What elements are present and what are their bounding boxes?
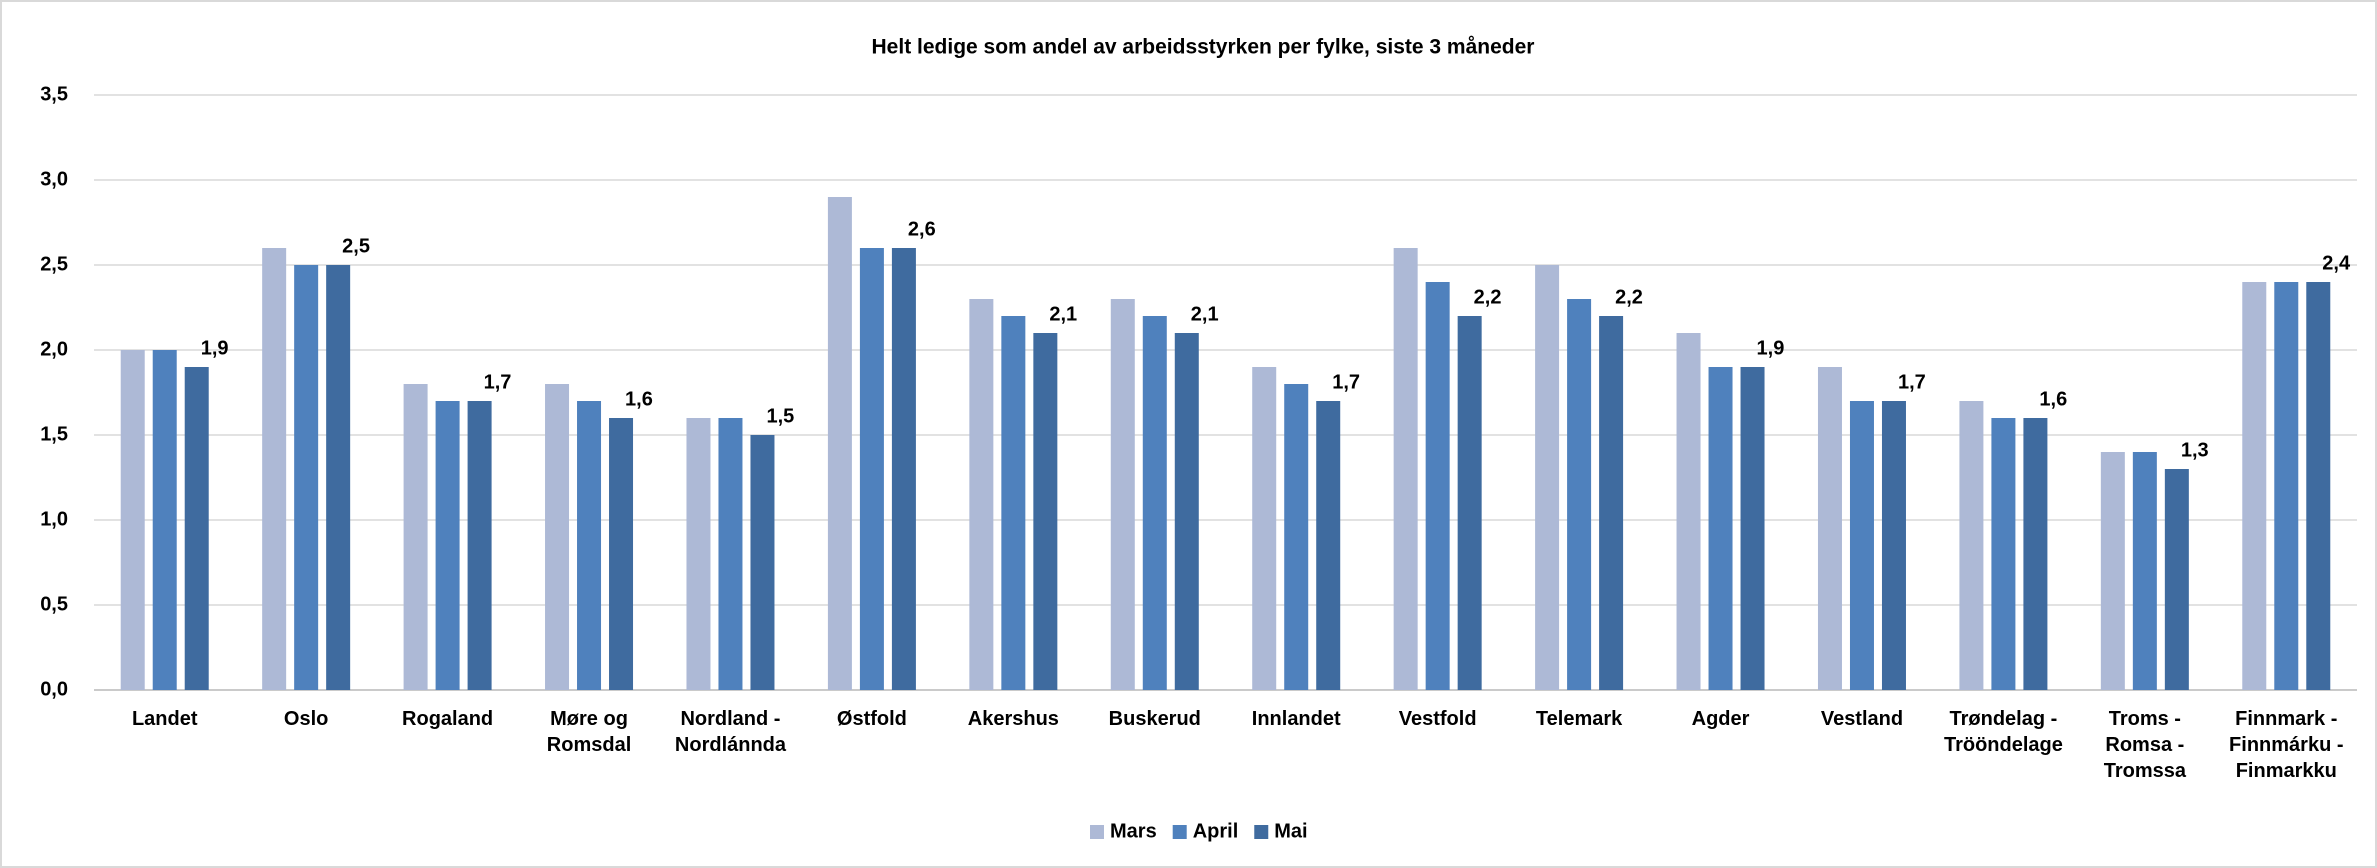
bar: [1001, 316, 1026, 690]
data-label: 1,7: [484, 371, 512, 393]
x-tick-label: Innlandet: [1251, 708, 1341, 730]
bar: [152, 350, 177, 690]
bar: [2306, 282, 2331, 690]
x-tick-label: Østfold: [836, 708, 907, 730]
bar: [2132, 452, 2157, 690]
data-label: 1,6: [625, 388, 653, 410]
legend-swatch: [1254, 825, 1269, 839]
data-label: 1,5: [766, 405, 794, 427]
bar: [577, 401, 602, 690]
x-tick-label: Vestland: [1820, 708, 1904, 730]
bar: [435, 401, 460, 690]
data-label: 2,2: [1474, 286, 1502, 308]
data-label: 1,9: [1757, 337, 1785, 359]
legend-swatch: [1172, 825, 1187, 839]
bar: [403, 384, 428, 690]
data-label: 2,6: [908, 218, 936, 240]
bar: [1567, 299, 1592, 690]
data-label: 2,5: [342, 235, 370, 257]
data-label: 2,2: [1615, 286, 1643, 308]
y-tick-label: 2,5: [40, 253, 68, 275]
bar: [1284, 384, 1309, 690]
y-tick-label: 1,5: [40, 423, 68, 445]
bar: [718, 418, 743, 690]
bar: [609, 418, 634, 690]
x-tick-label: Vestfold: [1398, 708, 1477, 730]
x-tick-label: Trøndelag - Trööndelage: [1943, 708, 2063, 756]
y-tick-label: 3,0: [40, 168, 68, 190]
bar: [1110, 299, 1135, 690]
bar: [2164, 469, 2189, 690]
y-tick-label: 0,0: [40, 678, 68, 700]
data-label: 2,4: [2322, 252, 2351, 274]
bar: [120, 350, 145, 690]
x-tick-label: Møre og Romsdal: [546, 708, 632, 756]
bar: [2274, 282, 2299, 690]
bar: [1740, 367, 1765, 690]
bar: [1316, 401, 1341, 690]
bar: [1959, 401, 1984, 690]
y-tick-label: 3,5: [40, 83, 68, 105]
bar: [326, 265, 351, 690]
data-label: 1,9: [201, 337, 229, 359]
legend-label: April: [1193, 820, 1239, 842]
bar: [1708, 367, 1733, 690]
x-tick-label: Oslo: [283, 708, 329, 730]
bar: [750, 435, 775, 690]
bar: [1142, 316, 1167, 690]
legend-label: Mai: [1274, 820, 1307, 842]
bar: [262, 248, 287, 690]
bar: [1393, 248, 1418, 690]
x-tick-label: Landet: [131, 708, 198, 730]
legend-swatch: [1090, 825, 1104, 839]
x-tick-label: Nordland - Nordlánnda: [674, 708, 787, 756]
x-tick-label: Buskerud: [1108, 708, 1201, 730]
y-tick-label: 0,5: [40, 593, 68, 615]
bar: [1599, 316, 1624, 690]
bar: [1991, 418, 2016, 690]
bar: [2242, 282, 2267, 690]
data-label: 2,1: [1049, 303, 1077, 325]
bar: [969, 299, 994, 690]
x-tick-label: Rogaland: [402, 708, 494, 730]
data-label: 1,7: [1332, 371, 1360, 393]
bar: [1881, 401, 1906, 690]
bar: [2023, 418, 2048, 690]
data-label: 1,3: [2181, 439, 2209, 461]
bar: [1676, 333, 1701, 690]
bar: [1535, 265, 1560, 690]
bar: [827, 197, 852, 690]
bar: [859, 248, 884, 690]
y-tick-label: 2,0: [40, 338, 68, 360]
y-tick-label: 1,0: [40, 508, 68, 530]
bar: [467, 401, 492, 690]
x-tick-label: Finnmark - Finnmárku - Finmarkku: [2229, 708, 2344, 782]
data-label: 1,6: [2039, 388, 2067, 410]
legend-label: Mars: [1110, 820, 1157, 842]
x-tick-label: Akershus: [967, 708, 1059, 730]
bar: [294, 265, 319, 690]
bar: [1425, 282, 1450, 690]
bar: [1033, 333, 1058, 690]
bar: [184, 367, 209, 690]
x-tick-label: Telemark: [1535, 708, 1623, 730]
x-tick-label: Agder: [1691, 708, 1750, 730]
bar: [1252, 367, 1277, 690]
bar: [1817, 367, 1842, 690]
chart-title: Helt ledige som andel av arbeidsstyrken …: [872, 36, 1535, 59]
bar: [1457, 316, 1482, 690]
bar: [1174, 333, 1199, 690]
data-label: 2,1: [1191, 303, 1219, 325]
data-label: 1,7: [1898, 371, 1926, 393]
x-tick-label: Troms - Romsa - Tromssa: [2103, 708, 2186, 782]
bar: [2100, 452, 2125, 690]
bar: [891, 248, 916, 690]
bar: [545, 384, 570, 690]
bar: [1849, 401, 1874, 690]
bar: [686, 418, 711, 690]
